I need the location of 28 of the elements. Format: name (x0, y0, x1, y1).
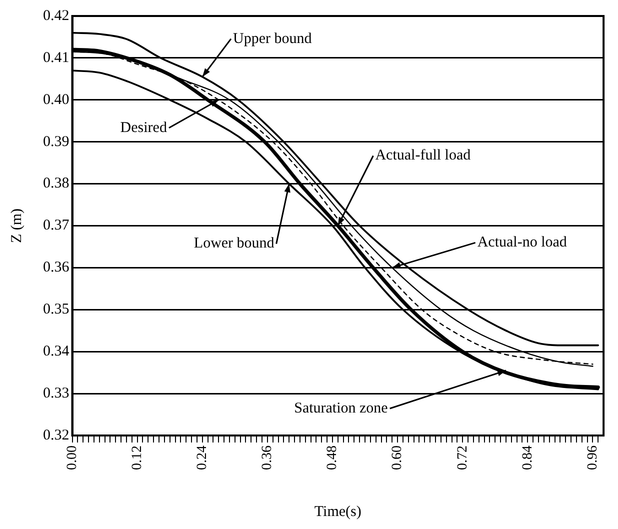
x-tick-label: 0.00 (64, 446, 80, 470)
y-tick-label: 0.34 (43, 344, 70, 360)
x-tick-label: 0.96 (585, 446, 600, 470)
x-tick-label: 0.24 (195, 446, 210, 470)
y-axis-title: Z (m) (8, 208, 25, 244)
y-tick-label: 0.40 (43, 92, 70, 108)
x-tick-label: 0.60 (390, 446, 406, 470)
x-tick-label: 0.48 (325, 446, 340, 470)
y-tick-label: 0.36 (43, 260, 70, 276)
x-tick-label: 0.72 (455, 446, 470, 470)
x-tick-label: 0.84 (520, 446, 536, 470)
y-tick-label: 0.32 (43, 427, 70, 444)
y-tick-label: 0.41 (43, 50, 70, 66)
y-tick-label: 0.39 (43, 134, 70, 150)
y-tick-label: 0.38 (43, 176, 70, 192)
y-tick-label: 0.33 (43, 385, 70, 402)
y-tick-label: 0.42 (43, 8, 70, 24)
annotation: Actual-no load (477, 234, 568, 251)
y-tick-label: 0.35 (43, 302, 70, 318)
annotation: Upper bound (232, 30, 312, 47)
annotation: Actual-full load (375, 148, 472, 164)
annotation: Saturation zone (294, 400, 388, 416)
x-tick-label: 0.12 (130, 446, 145, 470)
x-tick-label: 0.36 (260, 446, 276, 470)
annotation: Lower bound (194, 236, 275, 252)
annotation: Desired (120, 120, 168, 136)
x-axis-title: Time(s) (314, 504, 362, 520)
y-tick-label: 0.37 (43, 218, 70, 234)
